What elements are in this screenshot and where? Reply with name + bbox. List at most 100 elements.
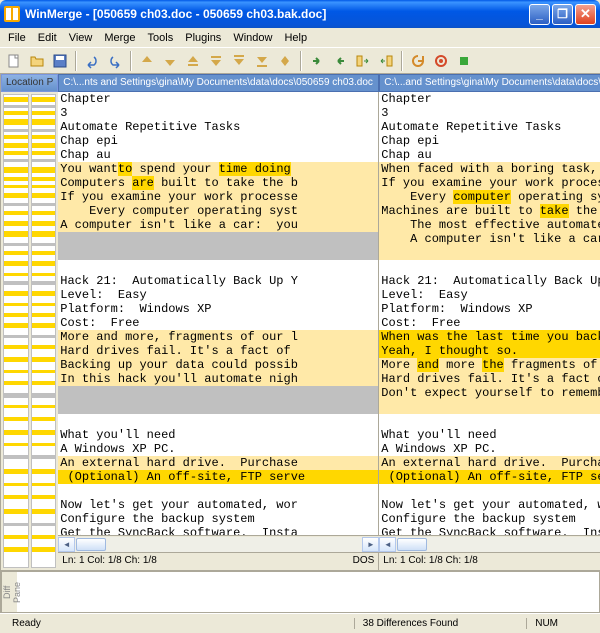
- undo-icon[interactable]: [82, 51, 102, 71]
- text-line[interactable]: Chap au: [379, 148, 600, 162]
- left-file-path[interactable]: C:\...nts and Settings\gina\My Documents…: [58, 74, 379, 92]
- location-mark[interactable]: [4, 159, 28, 162]
- location-mark[interactable]: [32, 483, 56, 486]
- location-mark[interactable]: [4, 547, 28, 552]
- location-mark[interactable]: [32, 143, 56, 148]
- text-line[interactable]: Level: Easy: [379, 288, 600, 302]
- text-line[interactable]: Every computer operating syst: [58, 204, 378, 218]
- location-mark[interactable]: [4, 135, 28, 139]
- menu-help[interactable]: Help: [278, 30, 313, 46]
- location-mark[interactable]: [32, 357, 56, 362]
- location-mark[interactable]: [32, 430, 56, 435]
- location-mark[interactable]: [32, 97, 56, 102]
- location-mark[interactable]: [4, 509, 28, 514]
- text-line[interactable]: Now let's get your automated, wor: [58, 498, 378, 512]
- location-mark[interactable]: [4, 221, 28, 226]
- location-mark[interactable]: [32, 193, 56, 198]
- text-line[interactable]: Platform: Windows XP: [58, 302, 378, 316]
- location-mark[interactable]: [32, 273, 56, 276]
- location-mark[interactable]: [32, 291, 56, 296]
- location-mark[interactable]: [4, 105, 28, 108]
- location-mark[interactable]: [32, 111, 56, 115]
- right-file-pane[interactable]: Chapter3Automate Repetitive TasksChap ep…: [379, 92, 600, 535]
- text-line[interactable]: Don't expect yourself to remember: [379, 386, 600, 400]
- copy-left-icon[interactable]: [330, 51, 350, 71]
- redo-icon[interactable]: [105, 51, 125, 71]
- text-line[interactable]: Get the SyncBack software. Insta: [58, 526, 378, 535]
- location-mark[interactable]: [32, 135, 56, 139]
- text-line[interactable]: Backing up your data could possib: [58, 358, 378, 372]
- location-mark[interactable]: [32, 231, 56, 237]
- text-line[interactable]: Automate Repetitive Tasks: [379, 120, 600, 134]
- prev-diff-icon[interactable]: [137, 51, 157, 71]
- location-mark[interactable]: [32, 335, 56, 338]
- location-mark[interactable]: [4, 430, 28, 435]
- location-mark[interactable]: [4, 455, 28, 459]
- scroll-left-icon[interactable]: ◄: [58, 537, 75, 552]
- location-mark[interactable]: [32, 405, 56, 408]
- location-body[interactable]: [1, 92, 58, 570]
- text-line[interactable]: Chap epi: [58, 134, 378, 148]
- text-line[interactable]: A computer isn't like a car: you: [58, 218, 378, 232]
- copy-right-icon[interactable]: [307, 51, 327, 71]
- location-mark[interactable]: [32, 345, 56, 349]
- location-mark[interactable]: [4, 193, 28, 198]
- location-mark[interactable]: [32, 523, 56, 526]
- location-mark[interactable]: [32, 105, 56, 108]
- menu-view[interactable]: View: [63, 30, 99, 46]
- maximize-button[interactable]: ❐: [552, 4, 573, 25]
- menu-plugins[interactable]: Plugins: [179, 30, 227, 46]
- location-mark[interactable]: [32, 159, 56, 162]
- refresh2-icon[interactable]: [431, 51, 451, 71]
- location-mark[interactable]: [4, 323, 28, 328]
- location-mark[interactable]: [32, 495, 56, 499]
- scroll-left-icon[interactable]: ◄: [379, 537, 396, 552]
- menu-window[interactable]: Window: [227, 30, 278, 46]
- location-mark[interactable]: [32, 393, 56, 398]
- text-line[interactable]: [58, 484, 378, 498]
- location-mark[interactable]: [32, 469, 56, 474]
- text-line[interactable]: What you'll need: [379, 428, 600, 442]
- menu-merge[interactable]: Merge: [98, 30, 141, 46]
- prev-diff-alt-icon[interactable]: [183, 51, 203, 71]
- location-mark[interactable]: [32, 509, 56, 514]
- location-mark[interactable]: [32, 251, 56, 255]
- text-line[interactable]: Hard drives fail. It's a fact of: [58, 344, 378, 358]
- location-mark[interactable]: [4, 370, 28, 373]
- location-column-left[interactable]: [3, 94, 29, 568]
- location-mark[interactable]: [4, 177, 28, 181]
- location-mark[interactable]: [4, 417, 28, 421]
- location-mark[interactable]: [32, 370, 56, 373]
- scroll-thumb[interactable]: [76, 538, 106, 551]
- location-mark[interactable]: [4, 243, 28, 246]
- text-line[interactable]: Hack 21: Automatically Back Up Y: [379, 274, 600, 288]
- location-mark[interactable]: [32, 281, 56, 285]
- first-diff-icon[interactable]: [229, 51, 249, 71]
- location-mark[interactable]: [4, 203, 28, 206]
- location-mark[interactable]: [4, 185, 28, 188]
- location-mark[interactable]: [4, 143, 28, 148]
- last-diff-icon[interactable]: [252, 51, 272, 71]
- scroll-thumb[interactable]: [397, 538, 427, 551]
- location-mark[interactable]: [32, 203, 56, 206]
- location-mark[interactable]: [4, 97, 28, 102]
- minimize-button[interactable]: _: [529, 4, 550, 25]
- text-line[interactable]: Every computer operating syst: [379, 190, 600, 204]
- text-line[interactable]: You wantto spend your time doing: [58, 162, 378, 176]
- marker-icon[interactable]: [454, 51, 474, 71]
- location-mark[interactable]: [4, 167, 28, 173]
- location-mark[interactable]: [4, 443, 28, 446]
- location-mark[interactable]: [32, 243, 56, 246]
- text-line[interactable]: 3: [58, 106, 378, 120]
- location-mark[interactable]: [4, 495, 28, 499]
- location-mark[interactable]: [32, 455, 56, 459]
- text-line[interactable]: Chap epi: [379, 134, 600, 148]
- location-mark[interactable]: [32, 221, 56, 226]
- text-line[interactable]: [58, 400, 378, 414]
- text-line[interactable]: (Optional) An off-site, FTP serve: [58, 470, 378, 484]
- text-line[interactable]: [379, 414, 600, 428]
- location-mark[interactable]: [32, 261, 56, 266]
- left-hscroll[interactable]: ◄ ►: [58, 536, 379, 552]
- text-line[interactable]: What you'll need: [58, 428, 378, 442]
- location-mark[interactable]: [4, 335, 28, 338]
